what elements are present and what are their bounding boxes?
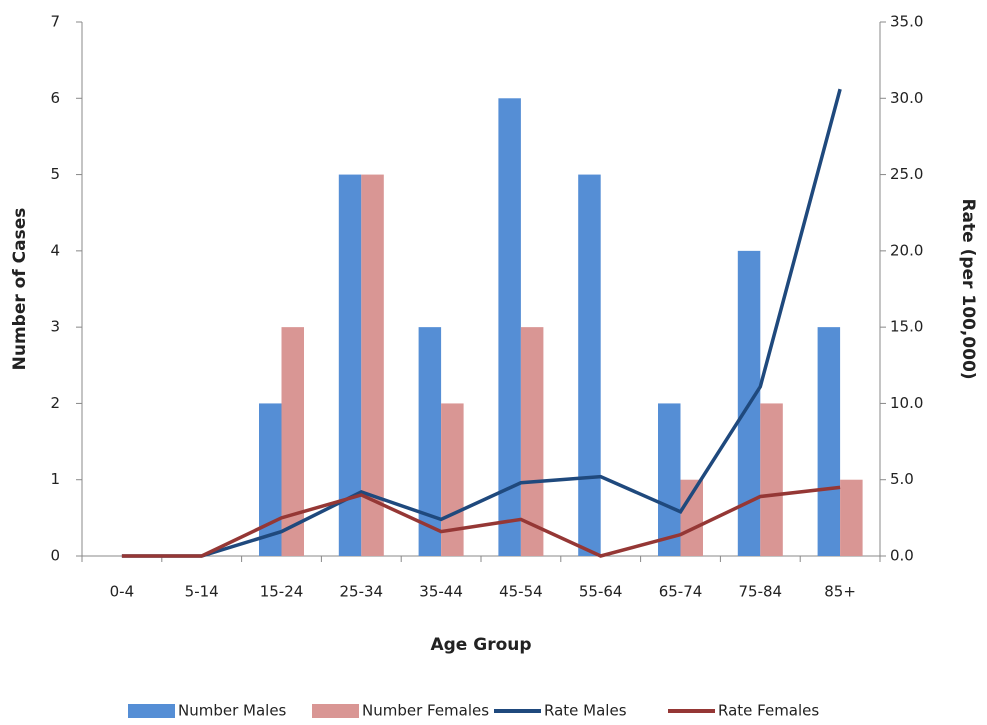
- bar: [680, 479, 703, 556]
- x-tick-label: 65-74: [659, 583, 703, 601]
- legend-label: Rate Males: [544, 702, 627, 720]
- legend-label: Number Males: [178, 702, 287, 720]
- y2-axis-label: Rate (per 100,000): [958, 198, 978, 379]
- legend-swatch: [312, 704, 359, 718]
- x-tick-label: 45-54: [499, 583, 543, 601]
- y-tick-label: 0: [50, 547, 60, 565]
- y-tick-label: 7: [50, 13, 60, 31]
- bar: [817, 327, 841, 556]
- y2-tick-label: 35.0: [890, 13, 923, 31]
- bar: [760, 403, 783, 556]
- legend-swatch: [128, 704, 175, 718]
- x-axis-label: Age Group: [430, 635, 531, 655]
- y-tick-label: 3: [50, 318, 60, 336]
- bar: [418, 327, 442, 556]
- bar: [520, 327, 544, 556]
- y2-tick-label: 15.0: [890, 318, 923, 336]
- x-tick-label: 5-14: [185, 583, 219, 601]
- y2-tick-label: 25.0: [890, 165, 923, 183]
- y-tick-label: 4: [50, 241, 60, 259]
- y2-tick-label: 20.0: [890, 241, 923, 259]
- x-tick-label: 25-34: [340, 583, 384, 601]
- x-tick-label: 85+: [824, 583, 856, 601]
- legend-label: Number Females: [362, 702, 489, 720]
- bar: [658, 403, 681, 556]
- bar: [281, 327, 304, 556]
- x-tick-label: 0-4: [110, 583, 135, 601]
- y2-tick-label: 5.0: [890, 470, 914, 488]
- x-tick-label: 55-64: [579, 583, 623, 601]
- bar: [840, 479, 863, 556]
- y2-tick-label: 0.0: [890, 547, 914, 565]
- bar: [361, 174, 384, 557]
- bar: [498, 98, 521, 557]
- y-tick-label: 5: [50, 165, 60, 183]
- x-tick-label: 75-84: [739, 583, 783, 601]
- bar: [578, 174, 601, 557]
- y2-tick-label: 10.0: [890, 394, 923, 412]
- bar: [441, 403, 464, 556]
- line: [121, 485, 841, 558]
- y-axis-label: Number of Cases: [10, 208, 30, 371]
- bar: [259, 403, 282, 556]
- y2-tick-label: 30.0: [890, 89, 923, 107]
- y-tick-label: 1: [50, 470, 60, 488]
- line: [121, 88, 842, 558]
- y-tick-label: 6: [50, 89, 60, 107]
- bar: [338, 174, 362, 557]
- legend-label: Rate Females: [718, 702, 819, 720]
- x-tick-label: 15-24: [260, 583, 304, 601]
- x-tick-label: 35-44: [419, 583, 463, 601]
- y-tick-label: 2: [50, 394, 60, 412]
